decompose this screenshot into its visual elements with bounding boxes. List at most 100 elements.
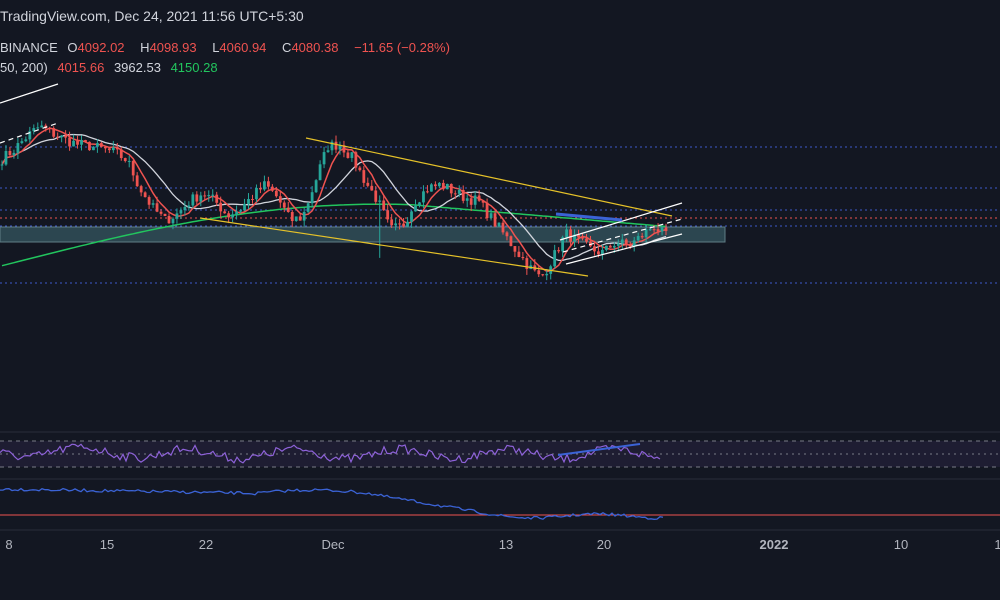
candle-body [485,202,489,219]
candle-body [115,147,119,150]
candle-body [175,213,179,219]
rising-channel-lower[interactable] [565,233,683,265]
candle-body [640,236,644,238]
candle-body [267,181,270,187]
candle-body [135,175,139,187]
trend-line-early-dashed[interactable] [0,122,59,144]
candle-body [302,211,306,221]
candle-body [481,200,485,203]
candle-body [386,210,390,220]
candle-body [517,251,521,257]
ma-legend: 50, 200) 4015.66 3962.53 4150.28 [0,60,224,75]
candle-body [501,222,505,233]
candle-body [437,182,441,187]
candle-body [24,139,28,142]
rising-channel-mid[interactable] [562,218,683,253]
candle-body [219,202,223,212]
candle-body [465,198,469,201]
candle-body [354,152,358,168]
candlestick-series [0,120,668,281]
candle-body [20,141,24,144]
rsi-pane [0,440,1000,468]
candle-body [100,143,103,147]
candle-body [131,160,135,176]
candle-body [163,213,167,217]
candle-body [231,214,234,218]
candle-body [636,236,640,241]
candle-body [537,270,541,275]
rising-channel-upper[interactable] [559,202,683,241]
candle-body [16,143,20,153]
candle-body [616,243,620,246]
x-tick-label: Dec [321,537,345,552]
candle-body [211,194,215,196]
trend-line-early[interactable] [0,83,59,104]
candle-body [426,191,429,193]
candle-body [477,195,481,201]
candle-body [298,216,302,221]
descending-channel[interactable] [199,137,673,277]
channel-upper-line[interactable] [305,137,673,217]
candle-body [187,205,191,208]
candle-body [4,151,8,165]
candle-body [227,213,231,218]
ma-params: 50, 200) [0,60,48,75]
candle-body [52,128,56,137]
x-tick-label: 2022 [760,537,789,552]
rising-channel[interactable] [0,83,683,265]
candle-body [453,193,457,195]
candle-body [402,223,405,227]
lower-indicator-pane [0,487,1000,520]
x-tick-label: 22 [199,537,213,552]
candle-body [334,141,338,150]
candle-body [171,218,175,224]
candle-body [601,249,604,255]
candle-body [620,239,624,244]
ma-slow-line [1,203,667,267]
candle-body [430,184,433,192]
candle-body [346,152,350,158]
x-tick-label: 1 [994,537,1000,552]
candle-body [509,236,513,247]
exchange-label: BINANCE [0,40,58,55]
candle-body [628,244,632,247]
candle-body [664,227,668,231]
candle-body [322,152,326,165]
rsi-line [0,443,661,464]
divergence-marker-price[interactable] [555,212,623,222]
candle-body [414,205,417,212]
channel-lower-line[interactable] [199,217,589,277]
candle-body [656,229,660,232]
high-key: H [140,40,150,55]
lower-indicator-line [0,487,664,520]
candle-body [624,239,628,245]
candle-body [330,141,334,151]
candle-body [139,186,143,193]
candle-body [366,182,370,186]
candle-body [127,160,131,162]
candle-body [326,150,330,153]
candle-body [553,250,557,267]
candle-body [342,145,346,153]
candle-body [159,211,163,214]
candle-body [362,170,366,183]
low-value: 4060.94 [219,40,267,55]
candle-body [525,258,529,270]
candle-body [497,222,501,227]
candle-body [493,213,497,227]
candle-body [561,237,565,252]
divergence-marker-rsi[interactable] [557,443,641,456]
candle-body [604,245,608,250]
candle-body [660,227,664,232]
candle-body [263,181,266,190]
candle-body [96,143,99,147]
candle-body [378,200,382,202]
candle-body [370,185,374,191]
candle-body [513,246,517,252]
candle-body [155,203,159,212]
candle-body [382,200,386,211]
x-tick-label: 10 [894,537,908,552]
candle-body [103,146,107,149]
high-value: 4098.93 [149,40,197,55]
